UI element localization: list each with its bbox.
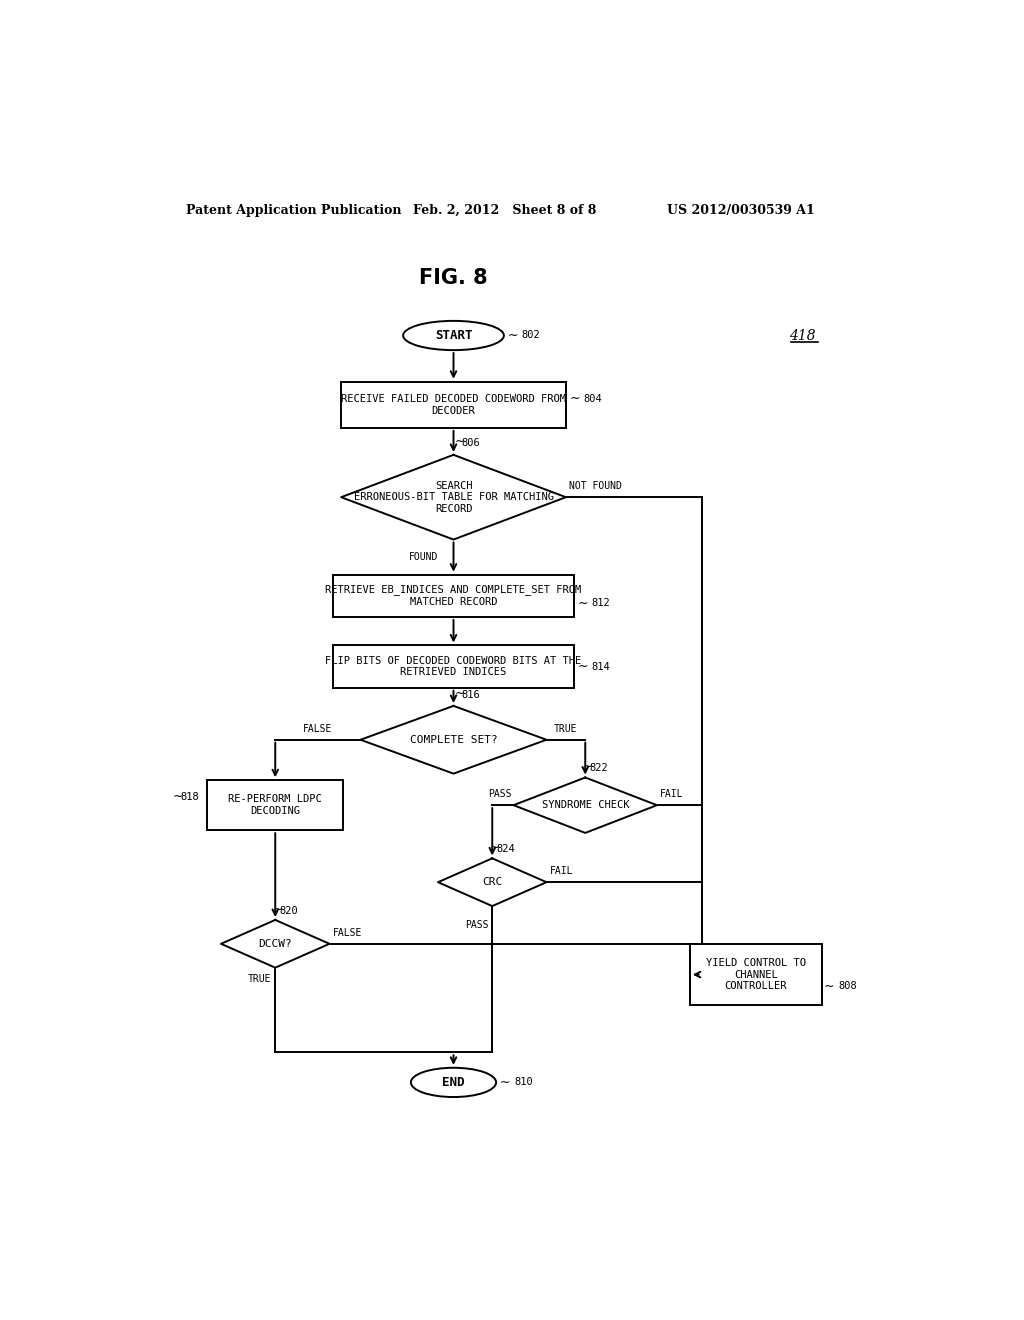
Text: US 2012/0030539 A1: US 2012/0030539 A1 [667,205,814,218]
Text: START: START [435,329,472,342]
Text: 806: 806 [461,438,480,449]
Text: ∼: ∼ [824,979,835,993]
Text: 812: 812 [592,598,610,609]
Text: CRC: CRC [482,878,503,887]
Text: RECEIVE FAILED DECODED CODEWORD FROM
DECODER: RECEIVE FAILED DECODED CODEWORD FROM DEC… [341,393,566,416]
Text: 824: 824 [496,843,515,854]
Polygon shape [221,920,330,968]
Text: FAIL: FAIL [550,866,573,876]
Text: PASS: PASS [488,789,512,799]
Polygon shape [438,858,547,906]
FancyBboxPatch shape [208,780,343,830]
Text: SYNDROME CHECK: SYNDROME CHECK [542,800,629,810]
Text: 816: 816 [461,690,480,700]
Text: TRUE: TRUE [554,723,578,734]
Text: 810: 810 [514,1077,532,1088]
Text: 802: 802 [521,330,541,341]
Text: COMPLETE SET?: COMPLETE SET? [410,735,498,744]
Text: ∼: ∼ [583,760,594,774]
Text: DCCW?: DCCW? [258,939,292,949]
Text: RETRIEVE EB_INDICES AND COMPLETE_SET FROM
MATCHED RECORD: RETRIEVE EB_INDICES AND COMPLETE_SET FRO… [326,585,582,607]
Text: FLIP BITS OF DECODED CODEWORD BITS AT THE
RETRIEVED INDICES: FLIP BITS OF DECODED CODEWORD BITS AT TH… [326,656,582,677]
Text: ∼: ∼ [173,791,183,804]
Text: ∼: ∼ [508,329,518,342]
Text: ∼: ∼ [578,597,588,610]
Text: 814: 814 [592,661,610,672]
Text: 820: 820 [280,906,298,916]
Text: FALSE: FALSE [303,723,333,734]
Text: FALSE: FALSE [333,928,361,937]
Text: ∼: ∼ [500,1076,511,1089]
Text: ∼: ∼ [455,686,465,700]
Text: ∼: ∼ [578,660,588,673]
Text: 818: 818 [180,792,199,803]
FancyBboxPatch shape [341,381,566,428]
Text: SEARCH
ERRONEOUS-BIT TABLE FOR MATCHING
RECORD: SEARCH ERRONEOUS-BIT TABLE FOR MATCHING … [353,480,554,513]
Text: ∼: ∼ [569,392,581,405]
Text: 804: 804 [584,393,602,404]
Text: FIG. 8: FIG. 8 [419,268,487,288]
Polygon shape [341,455,566,540]
Text: 822: 822 [589,763,608,774]
Ellipse shape [411,1068,496,1097]
Ellipse shape [403,321,504,350]
Text: ∼: ∼ [455,436,465,449]
Text: ∼: ∼ [273,903,284,916]
Text: END: END [442,1076,465,1089]
Text: Feb. 2, 2012   Sheet 8 of 8: Feb. 2, 2012 Sheet 8 of 8 [414,205,597,218]
FancyBboxPatch shape [334,574,573,616]
Text: 418: 418 [788,329,815,342]
FancyBboxPatch shape [690,944,821,1006]
Text: PASS: PASS [465,920,488,929]
Polygon shape [360,706,547,774]
Text: FOUND: FOUND [410,552,438,562]
Text: NOT FOUND: NOT FOUND [569,480,622,491]
Text: YIELD CONTROL TO
CHANNEL
CONTROLLER: YIELD CONTROL TO CHANNEL CONTROLLER [706,958,806,991]
Polygon shape [514,777,657,833]
Text: ∼: ∼ [489,841,501,854]
Text: 808: 808 [838,981,857,991]
Text: Patent Application Publication: Patent Application Publication [186,205,401,218]
Text: RE-PERFORM LDPC
DECODING: RE-PERFORM LDPC DECODING [228,795,323,816]
Text: TRUE: TRUE [248,974,271,985]
FancyBboxPatch shape [334,645,573,688]
Text: FAIL: FAIL [660,789,684,799]
